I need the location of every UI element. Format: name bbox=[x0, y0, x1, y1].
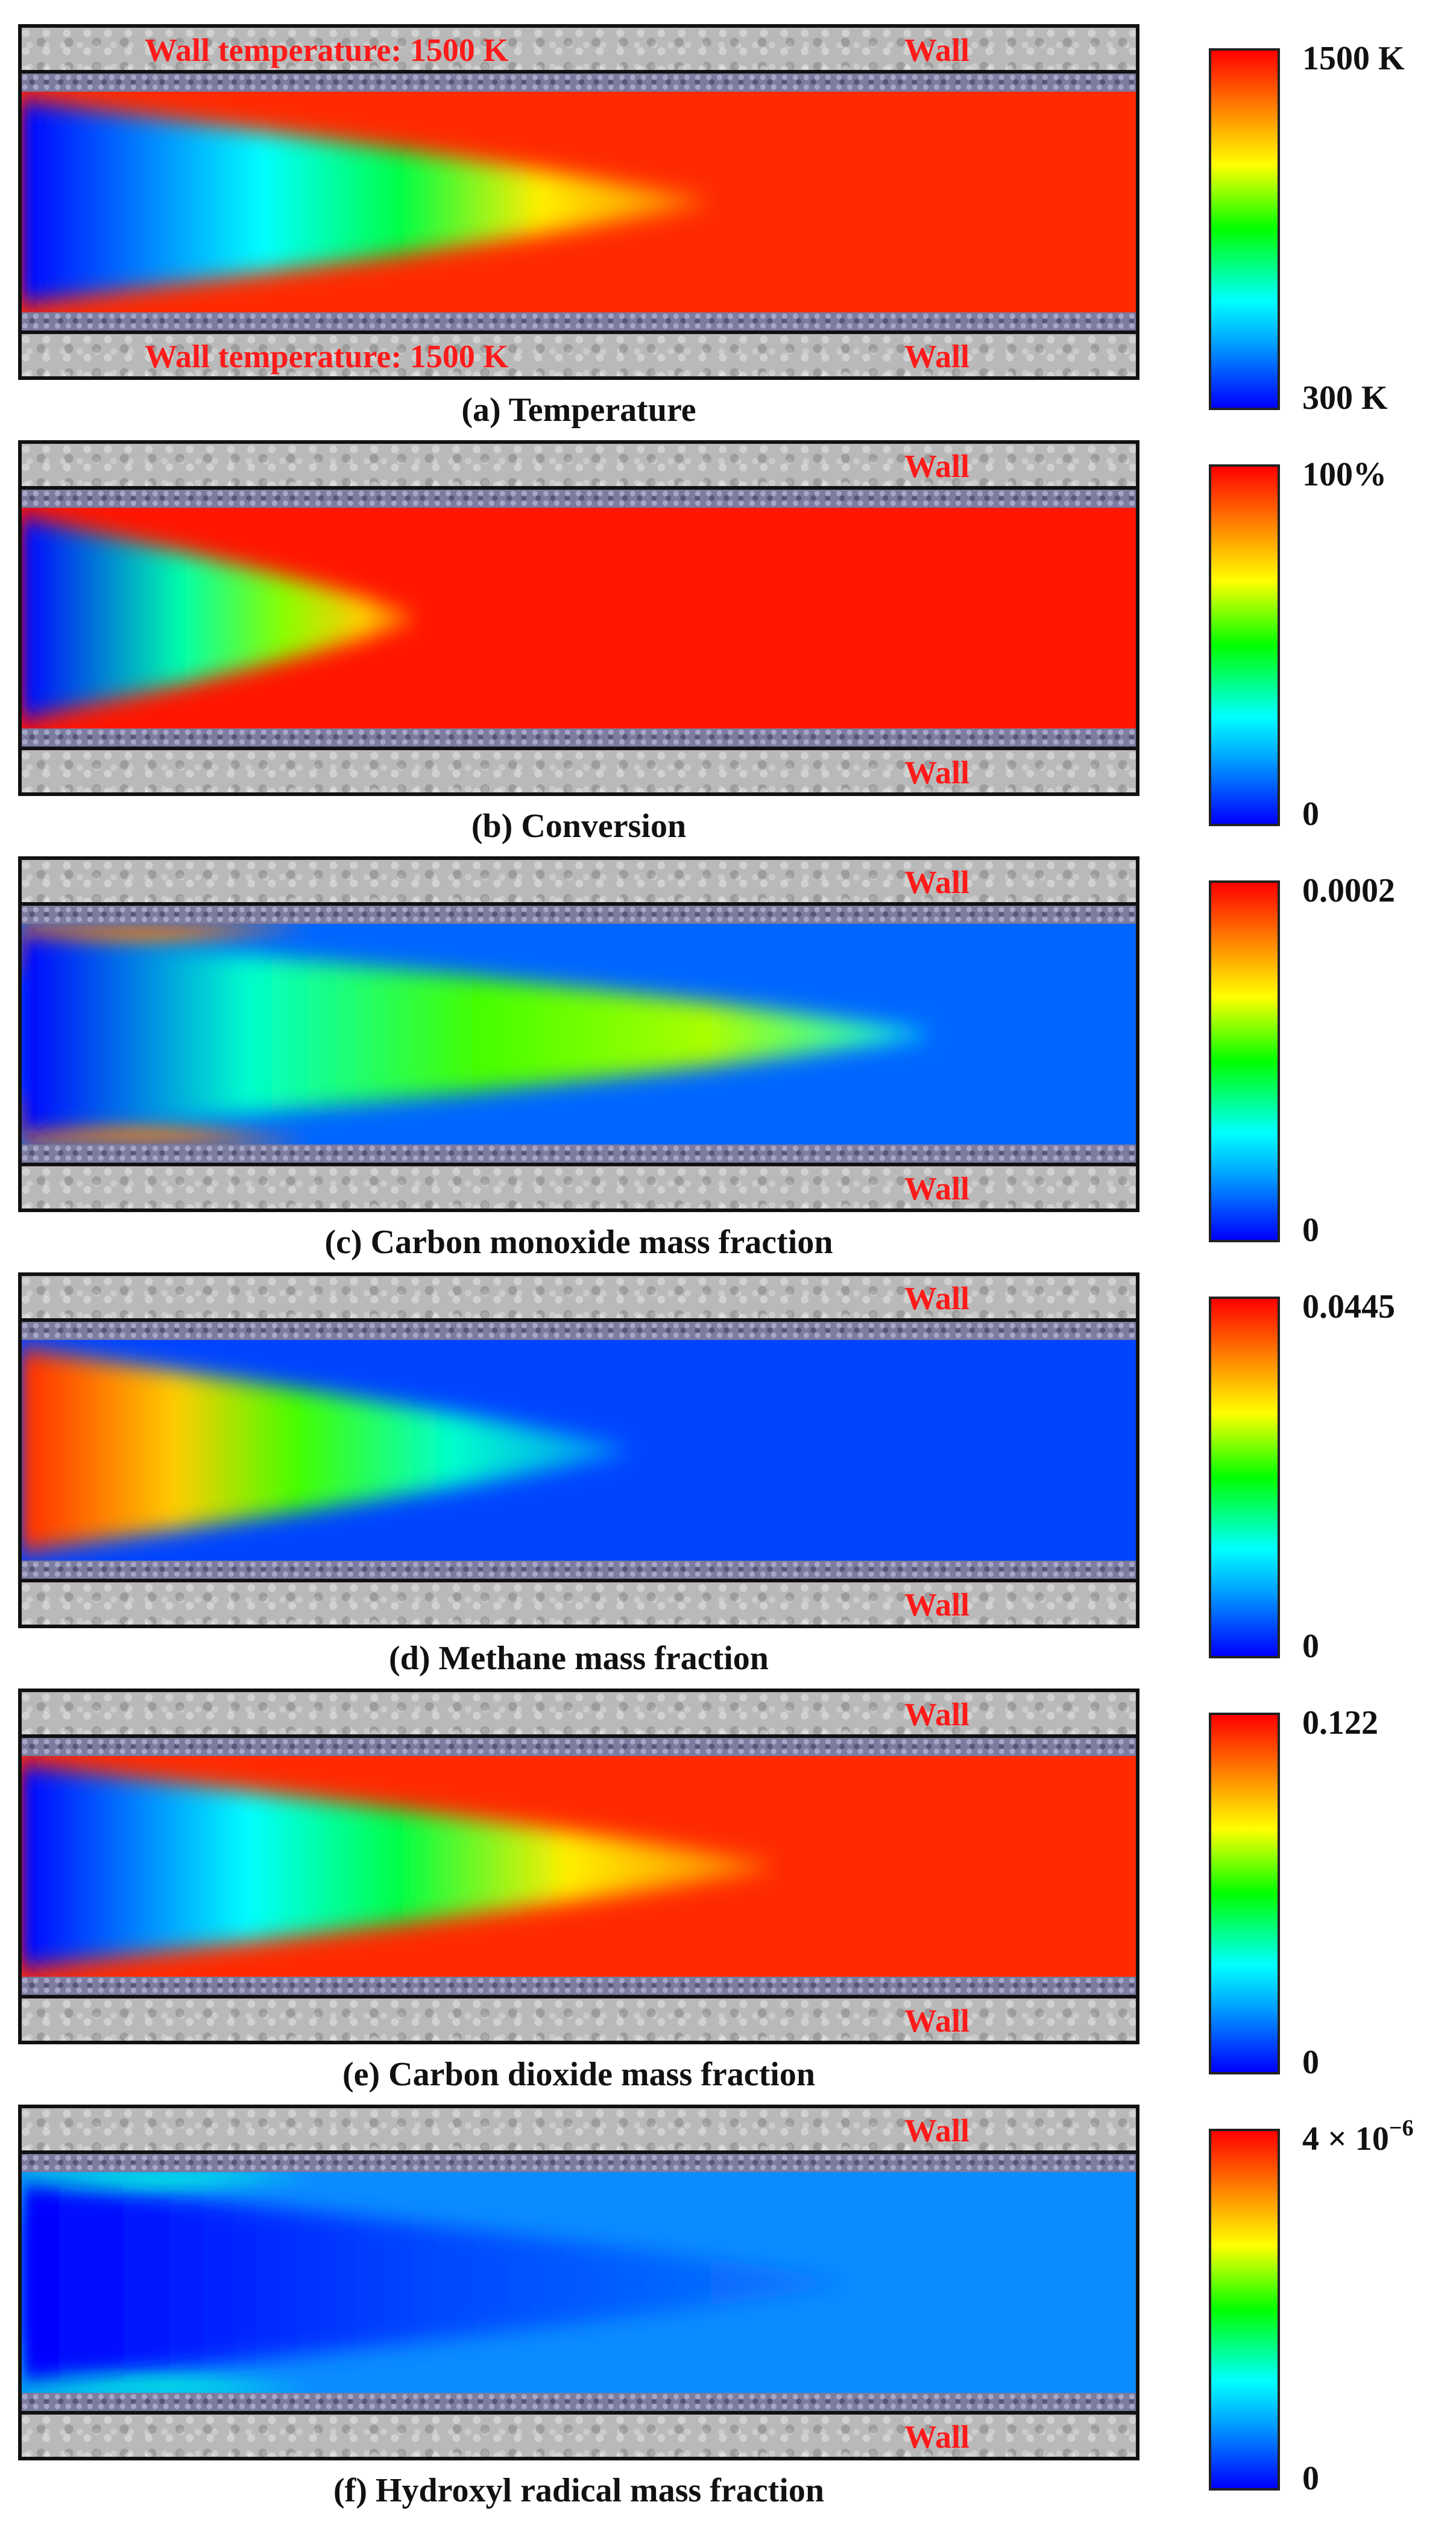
contour-field bbox=[22, 1340, 1136, 1561]
colorbar bbox=[1209, 2129, 1280, 2491]
wall-label-top-right: Wall bbox=[904, 1696, 970, 1733]
figure-panel: Wall Wall (c) Carbon monoxide mass fract… bbox=[0, 856, 1456, 1272]
colorbar-max-label: 4 × 10−6 bbox=[1302, 2115, 1414, 2158]
wall-label-bottom-right: Wall bbox=[904, 1170, 970, 1207]
wall-top bbox=[18, 2105, 1139, 2154]
reactor-channel bbox=[18, 2154, 1139, 2411]
wall-top bbox=[18, 440, 1139, 490]
wall-bottom bbox=[18, 2411, 1139, 2460]
wall-top bbox=[18, 1272, 1139, 1322]
wall-bottom bbox=[18, 747, 1139, 796]
colorbar-max-label: 0.0002 bbox=[1302, 872, 1395, 909]
wall-label-top-right: Wall bbox=[904, 32, 970, 68]
reactor-channel bbox=[18, 1738, 1139, 1995]
colorbar-max-label: 0.0445 bbox=[1302, 1288, 1395, 1325]
figure-panel: Wall Wall (d) Methane mass fraction 0.04… bbox=[0, 1272, 1456, 1689]
inlet-plume bbox=[22, 1348, 635, 1552]
contour-svg bbox=[22, 2172, 1136, 2393]
figure-panel: Wall Wall (e) Carbon dioxide mass fracti… bbox=[0, 1689, 1456, 2105]
contour-svg bbox=[22, 1340, 1136, 1561]
wall-bottom bbox=[18, 1163, 1139, 1212]
panel-caption: (d) Methane mass fraction bbox=[389, 1640, 769, 1677]
wall-label-top-right: Wall bbox=[904, 864, 970, 900]
reactor-channel bbox=[18, 1322, 1139, 1579]
reactor-channel bbox=[18, 74, 1139, 330]
contour-field bbox=[22, 508, 1136, 728]
contour-svg bbox=[22, 508, 1136, 728]
inlet-plume bbox=[22, 516, 423, 720]
inlet-plume bbox=[22, 932, 936, 1136]
catalyst-layer-top bbox=[22, 906, 1136, 924]
colorbar-max-label: 0.122 bbox=[1302, 1704, 1378, 1742]
catalyst-layer-bottom bbox=[22, 728, 1136, 747]
colorbar-min-label: 0 bbox=[1302, 795, 1319, 833]
catalyst-layer-bottom bbox=[22, 1145, 1136, 1163]
catalyst-layer-bottom bbox=[22, 312, 1136, 330]
colorbar-min-label: 0 bbox=[1302, 2460, 1319, 2497]
colorbar-max-label: 100% bbox=[1302, 456, 1387, 493]
panel-caption: (b) Conversion bbox=[471, 807, 687, 845]
colorbar-min-label: 300 K bbox=[1302, 379, 1388, 417]
inlet-plume bbox=[22, 100, 713, 304]
contour-svg bbox=[22, 92, 1136, 312]
colorbar bbox=[1209, 1297, 1280, 1658]
colorbar bbox=[1209, 880, 1280, 1242]
wall-label-top-right: Wall bbox=[904, 448, 970, 484]
wall-top bbox=[18, 856, 1139, 906]
panel-caption: (f) Hydroxyl radical mass fraction bbox=[333, 2472, 824, 2509]
wall-label-top-right: Wall bbox=[904, 2112, 970, 2149]
wall-top bbox=[18, 1689, 1139, 1738]
wall-label-top-left: Wall temperature: 1500 K bbox=[145, 32, 509, 68]
catalyst-layer-top bbox=[22, 2154, 1136, 2172]
inlet-plume bbox=[22, 1764, 780, 1968]
contour-svg bbox=[22, 1756, 1136, 1977]
figure-panel: Wall temperature: 1500 K Wall Wall tempe… bbox=[0, 24, 1456, 440]
catalyst-layer-top bbox=[22, 1322, 1136, 1340]
colorbar-min-label: 0 bbox=[1302, 1628, 1319, 1665]
colorbar-min-label: 0 bbox=[1302, 1212, 1319, 1249]
panel-caption: (a) Temperature bbox=[461, 391, 696, 429]
wall-label-top-right: Wall bbox=[904, 1280, 970, 1316]
wall-bottom bbox=[18, 1579, 1139, 1628]
colorbar-min-label: 0 bbox=[1302, 2044, 1319, 2081]
wall-label-bottom-right: Wall bbox=[904, 338, 970, 374]
catalyst-layer-bottom bbox=[22, 2393, 1136, 2411]
panel-caption: (e) Carbon dioxide mass fraction bbox=[342, 2056, 815, 2093]
catalyst-layer-bottom bbox=[22, 1977, 1136, 1995]
reactor-channel bbox=[18, 906, 1139, 1163]
panel-caption: (c) Carbon monoxide mass fraction bbox=[324, 1224, 833, 1261]
contour-field bbox=[22, 924, 1136, 1145]
wall-label-bottom-right: Wall bbox=[904, 2419, 970, 2455]
reactor-channel bbox=[18, 490, 1139, 747]
inlet-plume bbox=[22, 2181, 857, 2384]
wall-bottom bbox=[18, 330, 1139, 380]
wall-bottom bbox=[18, 1995, 1139, 2044]
contour-field bbox=[22, 1756, 1136, 1977]
contour-field bbox=[22, 2172, 1136, 2393]
catalyst-layer-top bbox=[22, 490, 1136, 508]
wall-label-bottom-right: Wall bbox=[904, 2003, 970, 2039]
wall-top bbox=[18, 24, 1139, 74]
catalyst-layer-top bbox=[22, 1738, 1136, 1756]
contour-field bbox=[22, 92, 1136, 312]
catalyst-layer-bottom bbox=[22, 1561, 1136, 1579]
colorbar-max-label: 1500 K bbox=[1302, 40, 1405, 77]
wall-label-bottom-right: Wall bbox=[904, 754, 970, 791]
colorbar bbox=[1209, 1713, 1280, 2074]
wall-label-bottom-right: Wall bbox=[904, 1587, 970, 1623]
figure-panel: Wall Wall (f) Hydroxyl radical mass frac… bbox=[0, 2105, 1456, 2521]
colorbar bbox=[1209, 48, 1280, 410]
wall-label-bottom-left: Wall temperature: 1500 K bbox=[145, 338, 509, 374]
colorbar bbox=[1209, 464, 1280, 826]
contour-svg bbox=[22, 924, 1136, 1145]
figure-panel: Wall Wall (b) Conversion 100% 0 bbox=[0, 440, 1456, 856]
catalyst-layer-top bbox=[22, 74, 1136, 92]
